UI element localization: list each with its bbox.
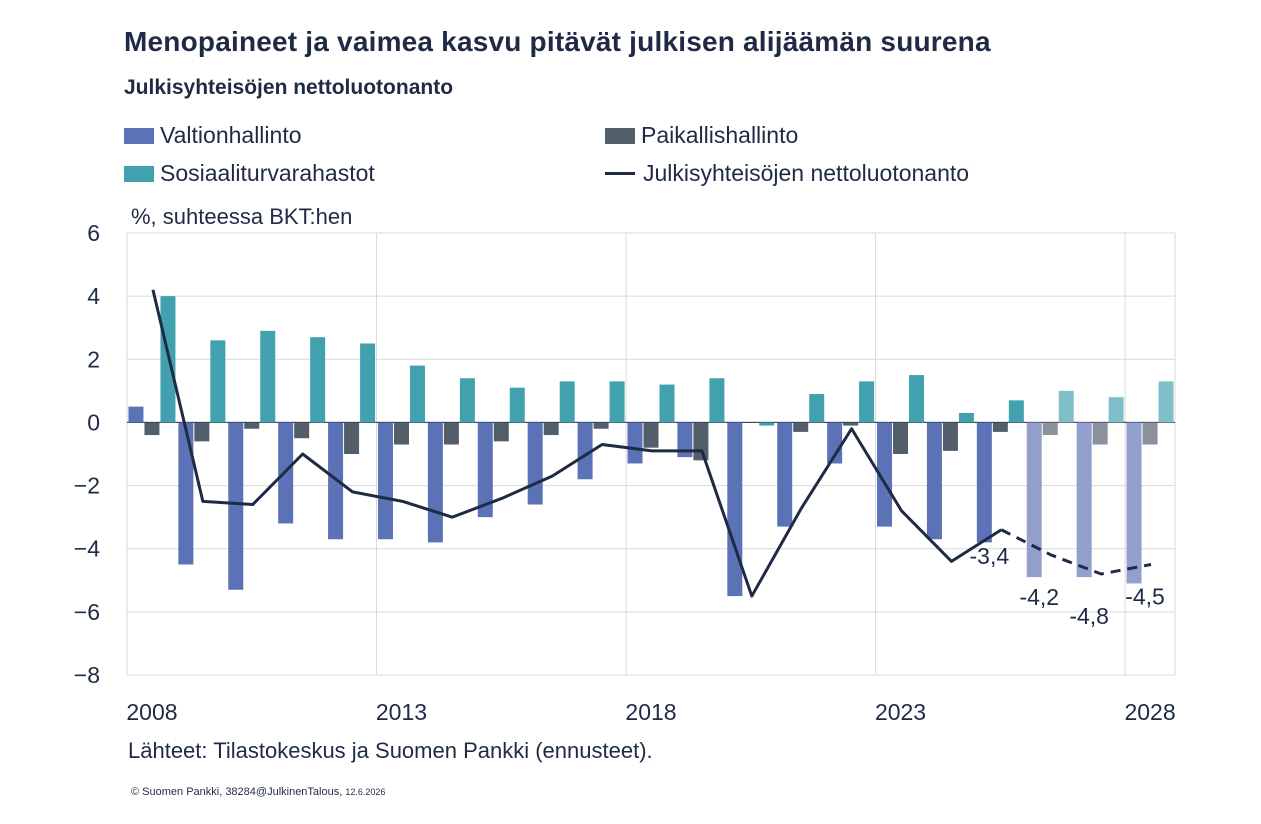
x-tick-label: 2018: [625, 699, 676, 725]
bar-paikallishallinto: [593, 422, 609, 429]
y-unit-label: %, suhteessa BKT:hen: [131, 204, 353, 229]
copyright-note: © Suomen Pankki, 38284@JulkinenTalous, 1…: [131, 786, 385, 798]
y-tick-label: 4: [87, 283, 100, 309]
bar-sosiaaliturvarahastot: [659, 384, 675, 423]
bar-valtionhallinto: [1126, 422, 1142, 584]
bar-valtionhallinto: [677, 422, 693, 458]
legend-item-paikallishallinto: Paikallishallinto: [605, 122, 798, 149]
data-label: -3,4: [970, 543, 1010, 569]
legend-swatch-paikallishallinto: [605, 127, 635, 144]
legend-label: Valtionhallinto: [160, 122, 302, 148]
bar-sosiaaliturvarahastot: [1008, 400, 1024, 423]
bar-valtionhallinto: [128, 406, 144, 423]
bar-paikallishallinto: [543, 422, 559, 436]
bar-sosiaaliturvarahastot: [559, 381, 575, 423]
y-tick-label: 2: [87, 346, 100, 372]
bar-valtionhallinto: [777, 422, 793, 527]
source-note: Lähteet: Tilastokeskus ja Suomen Pankki …: [128, 738, 653, 763]
legend-label: Julkisyhteisöjen nettoluotonanto: [643, 160, 970, 186]
bar-sosiaaliturvarahastot: [1158, 381, 1174, 423]
bar-sosiaaliturvarahastot: [1058, 390, 1074, 423]
bar-valtionhallinto: [377, 422, 393, 540]
y-tick-label: −6: [74, 599, 100, 625]
legend-label: Paikallishallinto: [641, 122, 799, 148]
bar-sosiaaliturvarahastot: [859, 381, 875, 423]
bar-valtionhallinto: [527, 422, 543, 505]
bar-valtionhallinto: [926, 422, 942, 540]
bar-valtionhallinto: [827, 422, 843, 464]
bar-sosiaaliturvarahastot: [509, 387, 525, 423]
x-tick-label: 2013: [376, 699, 427, 725]
bar-paikallishallinto: [194, 422, 210, 442]
bar-paikallishallinto: [393, 422, 409, 445]
bar-paikallishallinto: [992, 422, 1008, 432]
bar-paikallishallinto: [1092, 422, 1108, 445]
bar-paikallishallinto: [144, 422, 160, 436]
chart-subtitle: Julkisyhteisöjen nettoluotonanto: [124, 76, 454, 99]
bar-paikallishallinto: [493, 422, 509, 442]
bar-paikallishallinto: [693, 422, 709, 461]
y-tick-label: 6: [87, 220, 100, 246]
data-label: -4,2: [1019, 584, 1059, 610]
copyright-date: 12.6.2026: [345, 787, 386, 797]
bar-valtionhallinto: [976, 422, 992, 543]
bar-valtionhallinto: [727, 422, 743, 597]
y-tick-label: −8: [74, 662, 100, 688]
bar-paikallishallinto: [244, 422, 260, 429]
bar-sosiaaliturvarahastot: [459, 378, 475, 423]
bar-paikallishallinto: [743, 422, 759, 423]
bar-paikallishallinto: [1042, 422, 1058, 436]
bar-sosiaaliturvarahastot: [958, 412, 974, 423]
bar-sosiaaliturvarahastot: [909, 375, 925, 423]
bar-paikallishallinto: [793, 422, 809, 432]
y-tick-label: −4: [74, 536, 100, 562]
x-tick-label: 2028: [1124, 699, 1175, 725]
bar-paikallishallinto: [344, 422, 360, 454]
x-tick-label: 2023: [875, 699, 926, 725]
bar-paikallishallinto: [942, 422, 958, 451]
bar-valtionhallinto: [178, 422, 194, 565]
bar-paikallishallinto: [1142, 422, 1158, 445]
bar-sosiaaliturvarahastot: [260, 330, 276, 423]
bar-valtionhallinto: [877, 422, 893, 527]
legend-item-valtionhallinto: Valtionhallinto: [124, 122, 302, 149]
bar-paikallishallinto: [843, 422, 859, 426]
bar-sosiaaliturvarahastot: [360, 343, 376, 423]
bar-valtionhallinto: [228, 422, 244, 590]
bar-valtionhallinto: [1026, 422, 1042, 578]
bar-sosiaaliturvarahastot: [409, 365, 425, 423]
bar-sosiaaliturvarahastot: [759, 422, 775, 426]
line-nettoluotonanto: [151, 289, 1003, 598]
data-label: -4,8: [1069, 603, 1109, 629]
bar-sosiaaliturvarahastot: [709, 378, 725, 423]
legend-swatch-valtionhallinto: [124, 127, 154, 144]
x-tick-label: 2008: [126, 699, 177, 725]
bar-valtionhallinto: [1076, 422, 1092, 578]
bar-valtionhallinto: [477, 422, 493, 518]
bar-sosiaaliturvarahastot: [310, 337, 326, 423]
bar-paikallishallinto: [643, 422, 659, 448]
bar-paikallishallinto: [443, 422, 459, 445]
legend-label: Sosiaaliturvarahastot: [160, 160, 375, 186]
legend-item-sosiaaliturvarahastot: Sosiaaliturvarahastot: [124, 160, 375, 187]
y-tick-label: −2: [74, 473, 100, 499]
bar-valtionhallinto: [577, 422, 593, 480]
bar-sosiaaliturvarahastot: [609, 381, 625, 423]
bar-valtionhallinto: [427, 422, 443, 543]
bar-sosiaaliturvarahastot: [1108, 397, 1124, 423]
data-label: -4,5: [1125, 584, 1165, 610]
y-tick-label: 0: [87, 409, 100, 435]
legend-swatch-sosiaaliturvarahastot: [124, 165, 154, 182]
bar-sosiaaliturvarahastot: [210, 340, 226, 423]
bar-paikallishallinto: [893, 422, 909, 454]
chart-title: Menopaineet ja vaimea kasvu pitävät julk…: [124, 26, 991, 57]
bar-valtionhallinto: [627, 422, 643, 464]
copyright-text: © Suomen Pankki, 38284@JulkinenTalous,: [131, 786, 343, 798]
legend-line-nettoluotonanto: [605, 172, 635, 175]
bar-sosiaaliturvarahastot: [809, 394, 825, 423]
bar-paikallishallinto: [294, 422, 310, 439]
legend-item-nettoluotonanto: Julkisyhteisöjen nettoluotonanto: [605, 160, 969, 187]
